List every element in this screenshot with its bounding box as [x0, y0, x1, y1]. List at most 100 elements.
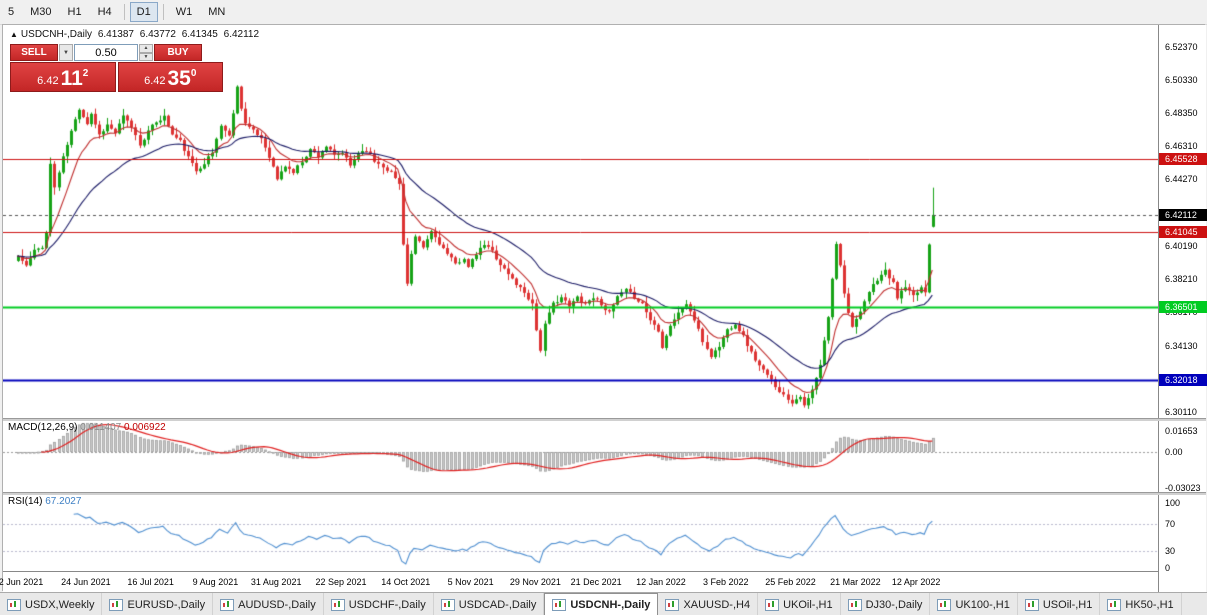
chart-symbol: USDCNH-,Daily — [20, 29, 93, 40]
chart-tab-label: USDX,Weekly — [25, 598, 95, 611]
chart-tab-label: AUDUSD-,Daily — [238, 598, 316, 611]
macd-name: MACD(12,26,9) — [8, 422, 78, 433]
chart-tab-audusd-daily[interactable]: AUDUSD-,Daily — [213, 593, 324, 615]
date-tick-label: 14 Oct 2021 — [381, 577, 431, 587]
buy-button[interactable]: BUY — [154, 44, 202, 61]
chart-tab-hk50-h1[interactable]: HK50-,H1 — [1100, 593, 1182, 615]
sell-button[interactable]: SELL — [10, 44, 58, 61]
ohlc-close: 6.42112 — [223, 29, 260, 40]
time-axis[interactable]: 2 Jun 2021 24 Jun 2021 16 Jul 2021 9 Aug 20… — [0, 571, 1158, 593]
price-tick-label: 6.40190 — [1165, 241, 1198, 252]
rsi-axis-label: 100 — [1165, 498, 1181, 508]
date-tick-label: 3 Feb 2022 — [702, 577, 749, 587]
chart-tab-label: EURUSD-,Daily — [127, 598, 206, 611]
volume-increase-button[interactable]: ▲ — [139, 44, 153, 53]
rsi-canvas[interactable] — [3, 494, 1158, 571]
chart-tab-label: UKOil-,H1 — [783, 598, 833, 611]
chart-tab-icon — [665, 598, 680, 611]
chart-tab-usoil-h1[interactable]: USOil-,H1 — [1018, 593, 1101, 615]
chart-tab-dj30-daily[interactable]: DJ30-,Daily — [841, 593, 931, 615]
timeframe-toolbar: 5 M30 H1 H4 D1 W1 MN — [0, 0, 1207, 25]
toolbar-separator — [162, 4, 164, 20]
date-tick-label: 12 Apr 2022 — [891, 577, 941, 587]
chart-tab-label: XAUUSD-,H4 — [683, 598, 751, 611]
timeframe-button-5[interactable]: 5 — [1, 2, 21, 22]
rsi-indicator-label: RSI(14) 67.2027 — [8, 496, 81, 507]
volume-input[interactable] — [74, 44, 138, 61]
sell-price-button[interactable]: 6.42 11 2 — [10, 62, 116, 92]
ohlc-low: 6.41345 — [181, 29, 218, 40]
macd-indicator-label: MACD(12,26,9) 0.011407 0.006922 — [8, 422, 166, 433]
chart-tab-icon — [847, 598, 862, 611]
timeframe-button-d1[interactable]: D1 — [129, 2, 158, 22]
ask-price-digits: 35 — [167, 67, 191, 90]
chart-tab-icon — [220, 598, 235, 611]
chart-tab-label: USDCAD-,Daily — [458, 598, 537, 611]
up-triangle-icon: ▲ — [10, 30, 18, 39]
toolbar-separator — [123, 4, 125, 20]
chart-tab-icon — [440, 598, 455, 611]
chart-tab-xauusd-h4[interactable]: XAUUSD-,H4 — [658, 593, 759, 615]
rsi-panel-splitter[interactable] — [3, 492, 1206, 495]
macd-axis-label: 0.00 — [1165, 447, 1183, 457]
date-tick-label: 21 Dec 2021 — [570, 577, 622, 587]
ask-price-superscript: 0 — [190, 68, 197, 79]
macd-axis-label: -0.03023 — [1165, 483, 1201, 493]
chart-tabbar: USDX,Weekly EURUSD-,Daily AUDUSD-,Daily USD… — [0, 592, 1207, 615]
price-axis[interactable]: 6.52370 6.50330 6.48350 6.46310 6.44270 6.401… — [1158, 25, 1207, 592]
timeframe-button-h1[interactable]: H1 — [61, 2, 89, 22]
rsi-value: 67.2027 — [45, 496, 82, 507]
ohlc-high: 6.43772 — [139, 29, 176, 40]
chart-symbol-title: ▲ USDCNH-,Daily 6.41387 6.43772 6.41345 6… — [10, 29, 262, 40]
volume-decrease-button[interactable]: ▼ — [139, 52, 153, 61]
price-tick-label: 6.30110 — [1165, 406, 1197, 417]
timeframe-button-m30[interactable]: M30 — [23, 2, 58, 22]
chart-tab-label: DJ30-,Daily — [865, 598, 923, 611]
chart-tab-ukoil-h1[interactable]: UKOil-,H1 — [758, 593, 841, 615]
date-tick-label: 9 Aug 2021 — [192, 577, 239, 587]
chart-tab-label: USDCNH-,Daily — [570, 599, 651, 611]
macd-main-value: 0.011407 — [80, 422, 122, 433]
volume-dropdown-button[interactable]: ▼ — [59, 44, 73, 61]
date-tick-label: 16 Jul 2021 — [127, 577, 174, 587]
date-tick-label: 24 Jun 2021 — [61, 577, 111, 587]
price-tick-label: 6.48350 — [1165, 107, 1198, 118]
chart-tab-icon — [1107, 598, 1122, 611]
chart-tab-usdx-weekly[interactable]: USDX,Weekly — [0, 593, 103, 615]
rsi-axis-label: 70 — [1165, 518, 1176, 529]
chart-tab-icon — [765, 598, 780, 611]
date-tick-label: 22 Sep 2021 — [315, 577, 367, 587]
chart-tab-icon — [552, 599, 567, 611]
buy-price-button[interactable]: 6.42 35 0 — [117, 62, 223, 92]
chart-tab-label: USOil-,H1 — [1042, 598, 1093, 611]
chart-tab-usdcad-daily[interactable]: USDCAD-,Daily — [434, 593, 545, 615]
timeframe-button-h4[interactable]: H4 — [91, 2, 119, 22]
price-tick-label: 6.38210 — [1165, 273, 1198, 284]
macd-canvas[interactable] — [3, 420, 1158, 492]
chart-tab-usdchf-daily[interactable]: USDCHF-,Daily — [324, 593, 434, 615]
chart-window: ▲ USDCNH-,Daily 6.41387 6.43772 6.41345 6… — [0, 24, 1207, 593]
date-tick-label: 25 Feb 2022 — [765, 577, 816, 587]
chart-tab-usdcnh-daily[interactable]: USDCNH-,Daily — [544, 593, 659, 615]
price-tick-label: 6.34130 — [1165, 340, 1198, 351]
chart-tab-icon — [7, 598, 21, 611]
rsi-axis-label: 0 — [1165, 563, 1171, 573]
rsi-axis-label: 30 — [1165, 546, 1176, 557]
timeframe-button-w1[interactable]: W1 — [169, 2, 200, 22]
price-tick-label: 6.46310 — [1165, 141, 1198, 152]
ohlc-open: 6.41387 — [97, 29, 134, 40]
chart-tab-icon — [1024, 598, 1039, 611]
ask-price-prefix: 6.42 — [144, 75, 166, 87]
one-click-trading-panel: SELL ▼ ▲ ▼ BUY 6.42 11 2 6.42 35 0 — [10, 44, 223, 92]
price-level-badge: 6.36501 — [1159, 300, 1207, 313]
bid-price-digits: 11 — [60, 67, 83, 90]
macd-axis-label: 0.01653 — [1165, 425, 1198, 436]
chart-tab-icon — [330, 598, 345, 611]
price-tick-label: 6.44270 — [1165, 174, 1198, 185]
macd-panel-splitter[interactable] — [3, 418, 1206, 421]
chart-tab-eurusd-daily[interactable]: EURUSD-,Daily — [102, 593, 214, 615]
timeframe-button-mn[interactable]: MN — [201, 2, 232, 22]
chart-tab-uk100-h1[interactable]: UK100-,H1 — [930, 593, 1018, 615]
price-level-badge: 6.32018 — [1159, 374, 1207, 387]
